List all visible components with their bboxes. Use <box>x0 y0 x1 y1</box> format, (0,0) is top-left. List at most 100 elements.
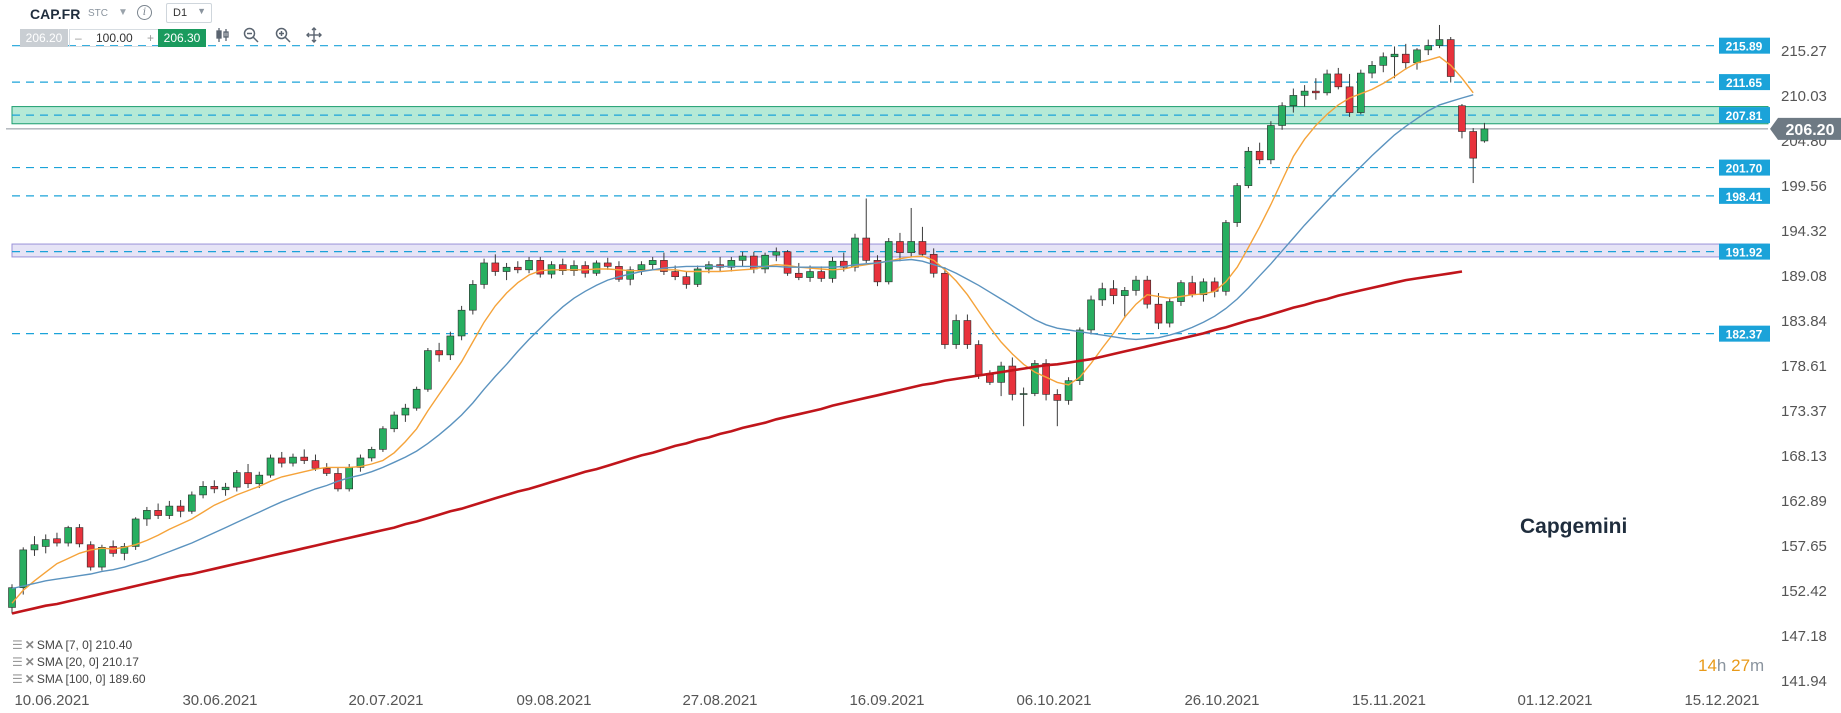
candle <box>648 256 657 270</box>
candle-body <box>131 518 140 547</box>
candle-body <box>446 335 455 356</box>
indicator-legend-sma7[interactable]: ☰ ✕ SMA [7, 0] 210.40 <box>12 638 132 652</box>
list-icon[interactable]: ☰ <box>12 672 23 686</box>
candle <box>188 491 196 514</box>
level-tag-bg <box>1719 107 1770 124</box>
increase-button[interactable]: + <box>146 31 154 45</box>
indicator-label: SMA [100, 0] 189.60 <box>36 672 146 686</box>
candle-body <box>300 456 309 461</box>
level-tag-bg <box>1719 37 1770 54</box>
candle-body <box>19 549 28 588</box>
candle <box>199 481 207 499</box>
indicator-legend-sma100[interactable]: ☰ ✕ SMA [100, 0] 189.60 <box>12 672 146 686</box>
candle <box>176 500 185 518</box>
candle-body <box>896 241 904 253</box>
candle-body <box>783 251 792 274</box>
candle-body <box>761 254 769 270</box>
y-tick-label: 162.89 <box>1781 493 1827 510</box>
indicator-label: SMA [20, 0] 210.17 <box>36 655 139 669</box>
candle <box>221 482 230 496</box>
exchange-label: STC <box>88 8 108 19</box>
x-tick-label: 06.10.2021 <box>1016 692 1091 709</box>
candle <box>502 262 511 281</box>
chevron-down-icon[interactable]: ▼ <box>118 7 128 18</box>
candle <box>1199 278 1208 302</box>
candle <box>738 251 747 267</box>
x-tick-label: 16.09.2021 <box>849 692 924 709</box>
candle <box>997 361 1005 397</box>
candle-body <box>660 260 668 272</box>
candle <box>367 446 376 462</box>
candle <box>1177 280 1185 306</box>
candle-body <box>1008 365 1017 395</box>
candle-body <box>75 527 84 545</box>
candle <box>1255 142 1264 165</box>
candle <box>1278 102 1286 130</box>
buy-button[interactable]: 206.30 <box>158 29 206 47</box>
info-icon[interactable]: i <box>137 5 152 20</box>
candle-body <box>502 266 511 272</box>
candle-body <box>1368 65 1376 74</box>
timer-minutes: 27 <box>1731 656 1751 675</box>
candle-body <box>851 237 859 268</box>
indicator-legend-sma20[interactable]: ☰ ✕ SMA [20, 0] 210.17 <box>12 655 139 669</box>
list-icon[interactable]: ☰ <box>12 655 23 669</box>
candle-body <box>907 241 916 253</box>
sell-button[interactable]: 206.20 <box>20 29 68 47</box>
candle <box>1053 389 1062 427</box>
candle <box>1244 146 1253 189</box>
candle-body <box>1458 105 1466 132</box>
zoom-in-icon[interactable] <box>275 27 291 48</box>
candle <box>862 198 871 263</box>
candle <box>210 480 219 494</box>
candle-body <box>603 262 612 267</box>
close-icon[interactable]: ✕ <box>24 672 35 686</box>
candle-body <box>255 474 264 485</box>
zoom-out-icon[interactable] <box>243 27 259 48</box>
candle <box>424 348 432 392</box>
candle <box>30 536 39 556</box>
symbol-label[interactable]: CAP.FR <box>30 6 81 22</box>
list-icon[interactable]: ☰ <box>12 638 23 652</box>
candle-body <box>244 472 252 485</box>
close-icon[interactable]: ✕ <box>24 655 35 669</box>
candle <box>1323 69 1331 96</box>
candle <box>660 252 668 275</box>
candle <box>772 247 781 262</box>
y-tick-label: 215.27 <box>1781 43 1827 60</box>
candle <box>1413 48 1421 70</box>
candle <box>1087 295 1095 335</box>
quantity-stepper[interactable]: – 100.00 + <box>69 29 159 47</box>
candle-body <box>109 546 117 554</box>
chart-type-icon[interactable] <box>216 27 232 48</box>
close-icon[interactable]: ✕ <box>24 638 35 652</box>
last-price-tag: 206.20 <box>1770 117 1841 140</box>
candle <box>390 411 398 433</box>
candle-body <box>8 587 16 608</box>
y-tick-label: 157.65 <box>1781 538 1827 555</box>
candle-body <box>637 264 646 271</box>
timeframe-select[interactable]: D1 ▼ <box>166 3 212 23</box>
candle <box>1379 52 1388 73</box>
candle-body <box>1188 282 1196 296</box>
candle <box>165 500 174 519</box>
candle-body <box>233 472 241 488</box>
sma-line-1 <box>11 94 1474 590</box>
candle-body <box>1199 281 1208 296</box>
candle-body <box>30 544 39 551</box>
candle-body <box>1098 288 1107 301</box>
x-tick-label: 15.11.2021 <box>1352 692 1426 709</box>
candle-body <box>997 365 1005 383</box>
decrease-button[interactable]: – <box>75 31 82 45</box>
move-icon[interactable] <box>306 27 322 48</box>
candle <box>233 469 241 492</box>
candle-body <box>176 505 185 512</box>
x-tick-label: 09.08.2021 <box>516 692 591 709</box>
candle <box>896 232 904 262</box>
candle-body <box>952 320 960 345</box>
candle <box>53 532 61 547</box>
sma-line-0 <box>11 56 1474 604</box>
candle <box>1120 287 1129 318</box>
candle-body <box>1267 125 1275 161</box>
